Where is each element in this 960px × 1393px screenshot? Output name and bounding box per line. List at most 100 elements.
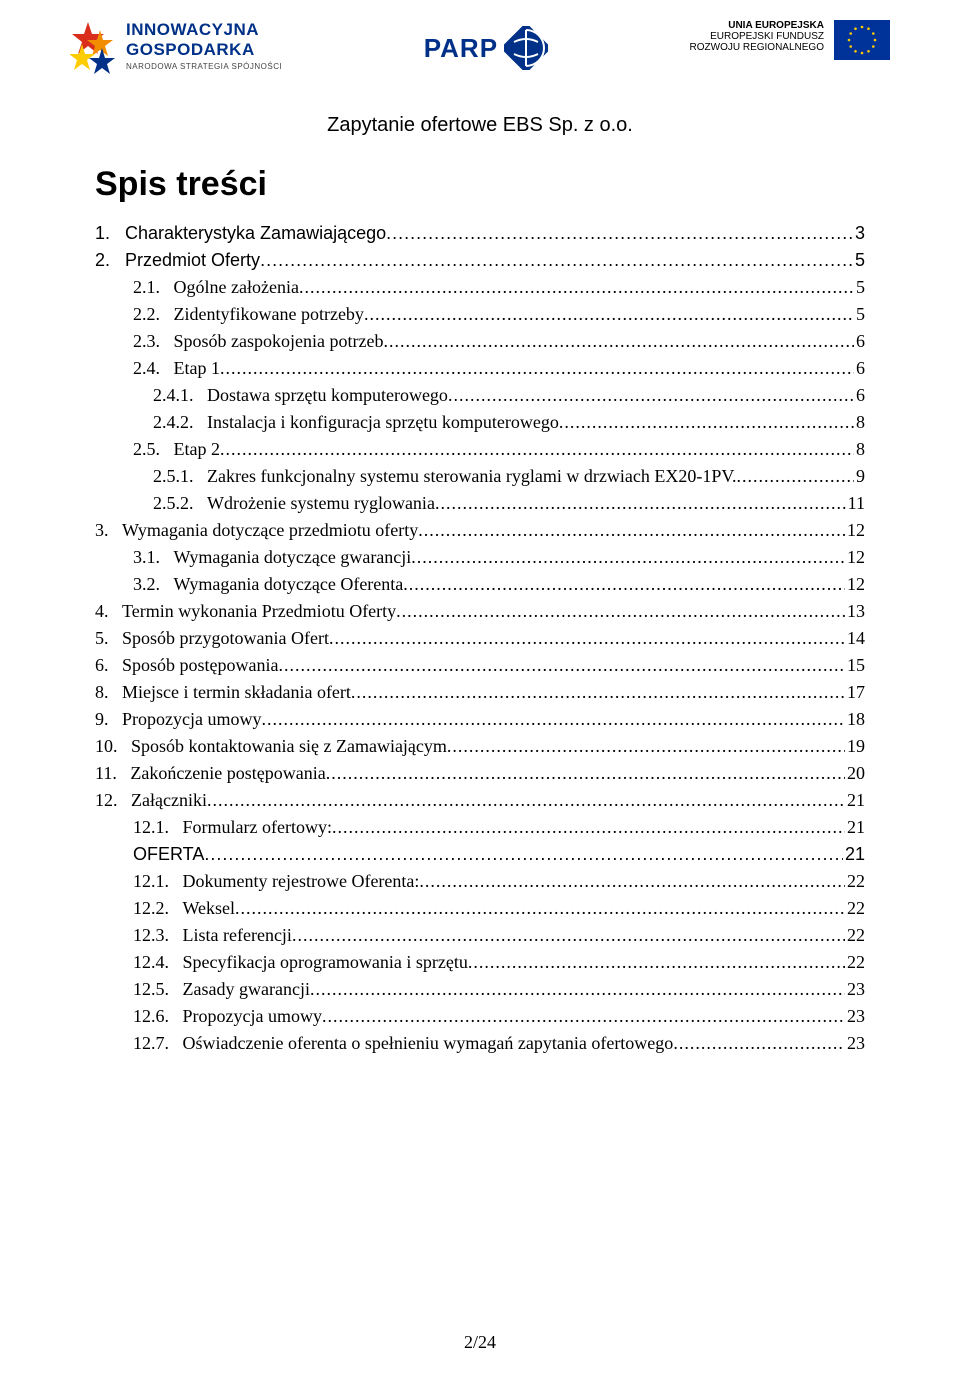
ig-text-3: NARODOWA STRATEGIA SPÓJNOŚCI — [126, 62, 282, 71]
toc-page: 22 — [845, 895, 865, 922]
toc-label: 12.6. Propozycja umowy — [133, 1003, 322, 1030]
toc-row: 12.5. Zasady gwarancji 23 — [95, 976, 865, 1003]
toc-row: 2.5.1. Zakres funkcjonalny systemu stero… — [95, 463, 865, 490]
toc-label: 12.1. Formularz ofertowy: — [133, 814, 332, 841]
toc-row: 12.4. Specyfikacja oprogramowania i sprz… — [95, 949, 865, 976]
toc-page: 21 — [845, 814, 865, 841]
toc-label: 2.4. Etap 1 — [133, 355, 220, 382]
section-title: Spis treści — [95, 165, 865, 204]
toc-label: 9. Propozycja umowy — [95, 706, 261, 733]
toc-row: 10. Sposób kontaktowania się z Zamawiają… — [95, 733, 865, 760]
toc-leader-dots — [329, 625, 845, 652]
content-area: Spis treści 1. Charakterystyka Zamawiają… — [0, 165, 960, 1057]
toc-leader-dots — [383, 328, 854, 355]
toc-leader-dots — [310, 976, 845, 1003]
eu-text-2: EUROPEJSKI FUNDUSZ — [710, 31, 824, 42]
toc-leader-dots — [220, 436, 854, 463]
toc-label: 2.2. Zidentyfikowane potrzeby — [133, 301, 364, 328]
toc-row: 12.1. Formularz ofertowy: 21 — [95, 814, 865, 841]
toc-label: 8. Miejsce i termin składania ofert — [95, 679, 351, 706]
eu-text-1: UNIA EUROPEJSKA — [728, 20, 824, 31]
toc-label: 3. Wymagania dotyczące przedmiotu oferty — [95, 517, 418, 544]
toc-label: 12. Załączniki — [95, 787, 207, 814]
toc-leader-dots — [418, 517, 845, 544]
toc-row: 12.6. Propozycja umowy 23 — [95, 1003, 865, 1030]
toc-row: 5. Sposób przygotowania Ofert 14 — [95, 625, 865, 652]
toc-row: 12.7. Oświadczenie oferenta o spełnieniu… — [95, 1030, 865, 1057]
toc-page: 8 — [854, 409, 865, 436]
toc-leader-dots — [299, 274, 854, 301]
toc-leader-dots — [364, 301, 854, 328]
toc-row: 2.4.2. Instalacja i konfiguracja sprzętu… — [95, 409, 865, 436]
toc-leader-dots — [737, 463, 854, 490]
toc-label: 11. Zakończenie postępowania — [95, 760, 326, 787]
toc-label: 2.3. Sposób zaspokojenia potrzeb — [133, 328, 383, 355]
logo-innowacyjna: INNOWACYJNA GOSPODARKA NARODOWA STRATEGI… — [70, 20, 282, 74]
toc-label: OFERTA — [133, 841, 204, 868]
toc-leader-dots — [419, 868, 845, 895]
toc-label: 2.5.1. Zakres funkcjonalny systemu stero… — [153, 463, 737, 490]
toc-page: 21 — [843, 841, 865, 868]
toc-page: 13 — [845, 598, 865, 625]
eu-flag-icon — [834, 20, 890, 60]
parp-text: PARP — [424, 33, 498, 64]
toc-label: 4. Termin wykonania Przedmiotu Oferty — [95, 598, 396, 625]
toc-label: 12.4. Specyfikacja oprogramowania i sprz… — [133, 949, 468, 976]
toc-page: 23 — [845, 1030, 865, 1057]
toc-page: 3 — [853, 220, 865, 247]
toc-label: 2.5. Etap 2 — [133, 436, 220, 463]
toc-row: 1. Charakterystyka Zamawiającego 3 — [95, 220, 865, 247]
toc-label: 3.1. Wymagania dotyczące gwarancji — [133, 544, 411, 571]
toc-page: 5 — [853, 247, 865, 274]
table-of-contents: 1. Charakterystyka Zamawiającego 32. Prz… — [95, 220, 865, 1057]
toc-row: 12. Załączniki 21 — [95, 787, 865, 814]
toc-label: 1. Charakterystyka Zamawiającego — [95, 220, 386, 247]
toc-row: 9. Propozycja umowy 18 — [95, 706, 865, 733]
doc-title: Zapytanie ofertowe EBS Sp. z o.o. — [0, 114, 960, 137]
ig-logo-text: INNOWACYJNA GOSPODARKA NARODOWA STRATEGI… — [126, 20, 282, 71]
toc-row: 6. Sposób postępowania 15 — [95, 652, 865, 679]
toc-label: 12.1. Dokumenty rejestrowe Oferenta: — [133, 868, 419, 895]
toc-leader-dots — [403, 571, 845, 598]
toc-leader-dots — [220, 355, 854, 382]
toc-row: 2.5. Etap 2 8 — [95, 436, 865, 463]
toc-leader-dots — [261, 706, 845, 733]
toc-label: 12.3. Lista referencji — [133, 922, 292, 949]
toc-page: 11 — [846, 490, 865, 517]
toc-page: 12 — [845, 571, 865, 598]
toc-page: 14 — [845, 625, 865, 652]
toc-leader-dots — [204, 841, 843, 868]
toc-page: 6 — [854, 382, 865, 409]
ig-text-1: INNOWACYJNA — [126, 20, 282, 40]
toc-label: 3.2. Wymagania dotyczące Oferenta — [133, 571, 403, 598]
toc-leader-dots — [411, 544, 845, 571]
toc-leader-dots — [351, 679, 845, 706]
toc-page: 22 — [845, 868, 865, 895]
toc-page: 5 — [854, 274, 865, 301]
toc-page: 6 — [854, 328, 865, 355]
toc-row: 3. Wymagania dotyczące przedmiotu oferty… — [95, 517, 865, 544]
toc-leader-dots — [673, 1030, 845, 1057]
toc-page: 19 — [845, 733, 865, 760]
header-logos: INNOWACYJNA GOSPODARKA NARODOWA STRATEGI… — [0, 0, 960, 84]
ig-text-2: GOSPODARKA — [126, 40, 282, 60]
toc-label: 2.1. Ogólne założenia — [133, 274, 299, 301]
toc-leader-dots — [235, 895, 845, 922]
toc-leader-dots — [559, 409, 854, 436]
toc-page: 9 — [854, 463, 865, 490]
toc-row: 2.1. Ogólne założenia 5 — [95, 274, 865, 301]
toc-leader-dots — [260, 247, 853, 274]
toc-leader-dots — [468, 949, 845, 976]
toc-page: 12 — [845, 517, 865, 544]
toc-row: 12.1. Dokumenty rejestrowe Oferenta: 22 — [95, 868, 865, 895]
toc-page: 20 — [845, 760, 865, 787]
toc-page: 17 — [845, 679, 865, 706]
ig-star-icon — [70, 20, 118, 74]
toc-label: 2.4.2. Instalacja i konfiguracja sprzętu… — [153, 409, 559, 436]
toc-row: 4. Termin wykonania Przedmiotu Oferty 13 — [95, 598, 865, 625]
toc-row: 2.4. Etap 1 6 — [95, 355, 865, 382]
toc-leader-dots — [279, 652, 846, 679]
toc-page: 18 — [845, 706, 865, 733]
toc-row: 2.2. Zidentyfikowane potrzeby 5 — [95, 301, 865, 328]
toc-page: 23 — [845, 976, 865, 1003]
